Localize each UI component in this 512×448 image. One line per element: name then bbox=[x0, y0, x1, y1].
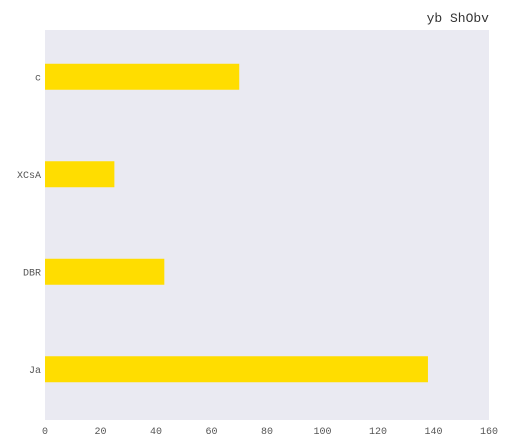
x-tick-label: 40 bbox=[150, 427, 162, 438]
x-tick-label: 120 bbox=[369, 427, 387, 438]
bars-group bbox=[45, 63, 428, 383]
x-axis-tick-labels: 0 20 40 60 80 100 120 140 160 bbox=[42, 427, 498, 438]
y-tick-label: c bbox=[35, 73, 41, 84]
bar-c bbox=[45, 63, 240, 90]
x-tick-label: 140 bbox=[424, 427, 442, 438]
y-tick-label: Ja bbox=[29, 366, 41, 377]
x-tick-label: 100 bbox=[313, 427, 331, 438]
bar-Ja bbox=[45, 356, 428, 383]
bar-DBR bbox=[45, 258, 165, 285]
chart-title: yb ShObv bbox=[427, 11, 490, 26]
x-tick-label: 80 bbox=[261, 427, 273, 438]
x-tick-label: 160 bbox=[480, 427, 498, 438]
y-axis-tick-labels: c XCsA DBR Ja bbox=[17, 73, 41, 377]
bar-XCsA bbox=[45, 161, 115, 188]
y-tick-label: DBR bbox=[23, 268, 41, 279]
x-tick-label: 20 bbox=[94, 427, 106, 438]
x-tick-label: 0 bbox=[42, 427, 48, 438]
x-tick-label: 60 bbox=[205, 427, 217, 438]
y-tick-label: XCsA bbox=[17, 171, 41, 182]
plot-area bbox=[45, 30, 489, 420]
